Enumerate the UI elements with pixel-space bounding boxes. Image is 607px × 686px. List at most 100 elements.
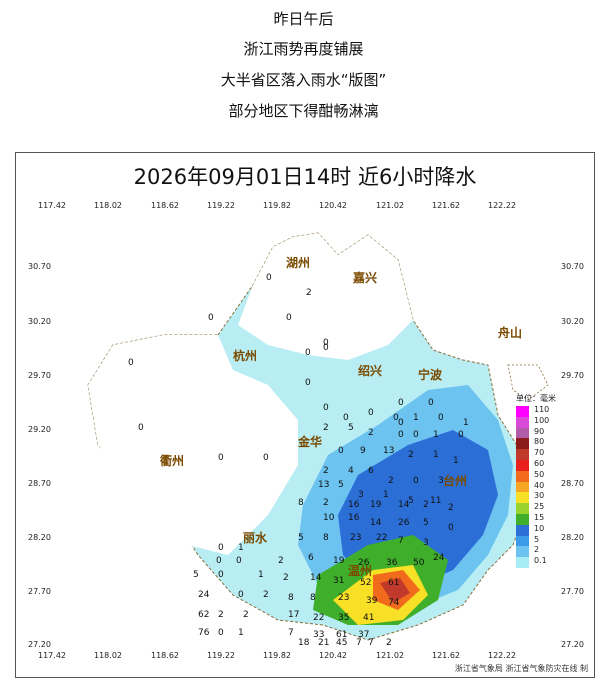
legend-entry: 40 bbox=[516, 481, 586, 493]
station-value: 18 bbox=[298, 638, 310, 648]
station-value: 0 bbox=[393, 413, 399, 423]
lon-tick-top: 120.42 bbox=[319, 201, 347, 210]
station-value: 1 bbox=[463, 418, 469, 428]
station-value: 45 bbox=[336, 638, 347, 648]
station-value: 2 bbox=[386, 638, 392, 648]
lat-tick-right: 29.70 bbox=[561, 371, 584, 380]
legend-label: 60 bbox=[534, 458, 545, 468]
map-credit: 浙江省气象局 浙江省气象防灾在线 制 bbox=[454, 664, 588, 673]
legend-label: 0.1 bbox=[534, 556, 547, 566]
lon-tick-top: 119.22 bbox=[207, 201, 235, 210]
station-value: 2 bbox=[423, 500, 429, 510]
station-value: 52 bbox=[360, 578, 371, 588]
legend-swatch bbox=[516, 557, 529, 568]
lat-tick-left: 28.70 bbox=[28, 479, 51, 488]
station-value: 2 bbox=[278, 556, 284, 566]
station-value: 7 bbox=[368, 638, 374, 648]
city-label: 舟山 bbox=[498, 325, 522, 340]
station-value: 24 bbox=[433, 553, 445, 563]
station-value: 33 bbox=[313, 630, 324, 640]
station-value: 0 bbox=[438, 413, 444, 423]
station-value: 5 bbox=[298, 533, 304, 543]
station-value: 5 bbox=[338, 480, 344, 490]
legend-label: 30 bbox=[534, 491, 545, 501]
lon-tick-top: 121.62 bbox=[432, 201, 460, 210]
city-label: 湖州 bbox=[286, 255, 310, 270]
station-value: 1 bbox=[238, 628, 244, 638]
station-value: 2 bbox=[323, 466, 329, 476]
station-value: 3 bbox=[423, 538, 429, 548]
lat-tick-right: 30.20 bbox=[561, 317, 584, 326]
legend-swatch bbox=[516, 535, 529, 547]
lon-tick-top: 117.42 bbox=[38, 201, 66, 210]
station-value: 1 bbox=[413, 413, 419, 423]
legend-swatch bbox=[516, 481, 529, 493]
city-label: 绍兴 bbox=[358, 363, 382, 378]
legend-label: 25 bbox=[534, 502, 545, 512]
station-value: 0 bbox=[413, 430, 419, 440]
lon-tick-top: 119.82 bbox=[263, 201, 291, 210]
station-value: 5 bbox=[193, 570, 199, 580]
lat-tick-right: 28.70 bbox=[561, 479, 584, 488]
legend-label: 50 bbox=[534, 469, 545, 479]
station-value: 5 bbox=[423, 518, 429, 528]
lat-tick-left: 29.20 bbox=[28, 425, 51, 434]
station-value: 0 bbox=[323, 338, 329, 348]
legend-label: 90 bbox=[534, 426, 545, 436]
station-value: 41 bbox=[363, 613, 374, 623]
station-value: 8 bbox=[310, 593, 316, 603]
station-value: 8 bbox=[298, 498, 304, 508]
station-value: 13 bbox=[383, 446, 394, 456]
rain-band-70mm bbox=[380, 578, 410, 603]
legend-entry: 25 bbox=[516, 502, 586, 514]
city-labels: 湖州 嘉兴 杭州 绍兴 宁波 舟山 金华 衢州 台州 丽水 温州 bbox=[160, 255, 522, 578]
station-value: 1 bbox=[258, 570, 264, 580]
station-value: 4 bbox=[348, 466, 354, 476]
lon-tick-top: 122.22 bbox=[488, 201, 516, 210]
legend-entry: 100 bbox=[516, 416, 586, 428]
legend-swatch bbox=[516, 524, 529, 536]
city-label: 温州 bbox=[348, 564, 372, 578]
lat-tick-right: 27.70 bbox=[561, 587, 584, 596]
legend-label: 5 bbox=[534, 534, 540, 544]
legend-title: 单位：毫米 bbox=[516, 394, 556, 403]
station-value: 17 bbox=[288, 610, 299, 620]
station-value: 0 bbox=[398, 430, 404, 440]
station-value: 0 bbox=[338, 446, 344, 456]
lon-tick-bottom: 122.22 bbox=[488, 651, 516, 660]
legend-swatch bbox=[516, 449, 529, 460]
lon-tick-bottom: 121.62 bbox=[432, 651, 460, 660]
legend-swatch bbox=[516, 513, 529, 525]
legend-label: 80 bbox=[534, 437, 545, 447]
station-value: 0 bbox=[218, 543, 224, 553]
station-value: 2 bbox=[448, 503, 454, 513]
lon-tick-top: 121.02 bbox=[376, 201, 404, 210]
station-value: 0 bbox=[458, 430, 464, 440]
lat-tick-left: 30.70 bbox=[28, 262, 51, 271]
lat-tick-left: 28.20 bbox=[28, 533, 51, 542]
legend-label: 110 bbox=[534, 405, 550, 414]
station-value: 23 bbox=[350, 533, 361, 543]
legend-entry: 90 bbox=[516, 426, 586, 439]
city-label: 嘉兴 bbox=[352, 270, 377, 285]
station-value: 1 bbox=[453, 456, 459, 466]
station-value: 22 bbox=[376, 533, 387, 543]
lon-tick-bottom: 119.82 bbox=[263, 651, 291, 660]
legend-entry: 5 bbox=[516, 534, 586, 547]
headline-line-3: 大半省区落入雨水“版图” bbox=[220, 71, 387, 89]
lon-tick-top: 118.62 bbox=[151, 201, 179, 210]
station-value: 19 bbox=[370, 500, 382, 510]
station-value: 37 bbox=[358, 630, 369, 640]
station-value: 7 bbox=[398, 536, 404, 546]
station-value: 16 bbox=[348, 500, 360, 510]
legend-entry: 110 bbox=[516, 405, 586, 417]
legend-entry: 2 bbox=[516, 545, 586, 558]
legend-swatch bbox=[516, 438, 529, 450]
legend-label: 70 bbox=[534, 448, 545, 458]
station-value: 2 bbox=[306, 288, 312, 298]
station-value: 0 bbox=[218, 628, 224, 638]
lat-tick-left: 27.70 bbox=[28, 587, 51, 596]
station-value: 61 bbox=[336, 630, 347, 640]
station-value: 0 bbox=[343, 413, 349, 423]
